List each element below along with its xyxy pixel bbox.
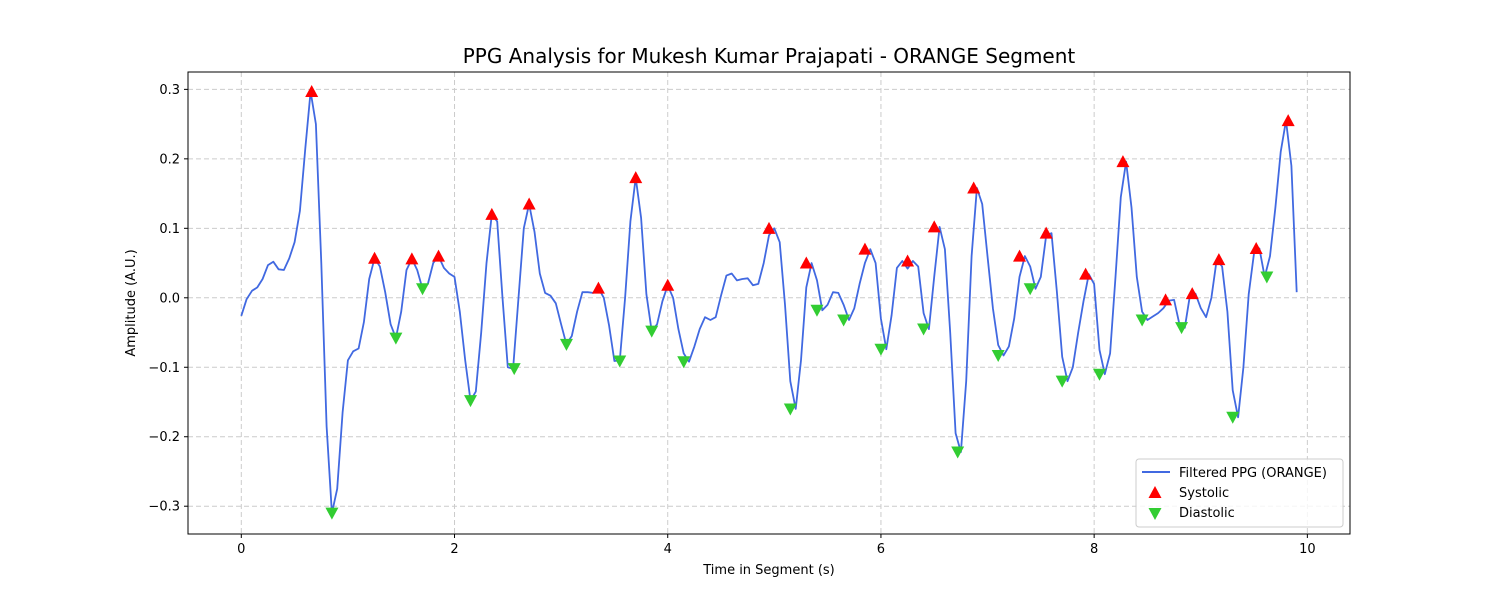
systolic-marker bbox=[485, 207, 499, 220]
x-ticks: 0 2 4 6 8 10 bbox=[237, 534, 1316, 557]
systolic-marker bbox=[1039, 226, 1053, 239]
diastolic-marker bbox=[507, 363, 521, 376]
y-tick-label: −0.3 bbox=[148, 500, 180, 515]
diastolic-marker bbox=[917, 323, 931, 336]
y-tick-label: 0.1 bbox=[159, 222, 180, 237]
x-tick-label: 0 bbox=[237, 542, 245, 557]
diastolic-marker bbox=[837, 314, 851, 327]
x-tick-label: 8 bbox=[1090, 542, 1098, 557]
systolic-marker bbox=[927, 220, 941, 233]
systolic-marker bbox=[661, 278, 675, 291]
diastolic-marker bbox=[613, 355, 627, 368]
series-markers bbox=[305, 84, 1295, 520]
diastolic-marker bbox=[1175, 322, 1189, 335]
systolic-marker bbox=[591, 281, 605, 294]
systolic-marker bbox=[629, 171, 643, 184]
systolic-marker bbox=[1116, 155, 1130, 168]
x-tick-label: 6 bbox=[877, 542, 885, 557]
legend-label-line: Filtered PPG (ORANGE) bbox=[1179, 466, 1327, 481]
diastolic-marker bbox=[1023, 283, 1037, 296]
chart-title: PPG Analysis for Mukesh Kumar Prajapati … bbox=[463, 44, 1076, 68]
ppg-line bbox=[240, 90, 1298, 515]
y-tick-label: 0.2 bbox=[159, 152, 180, 167]
systolic-marker bbox=[799, 256, 813, 269]
diastolic-marker bbox=[991, 349, 1005, 362]
legend-systolic-swatch bbox=[1148, 486, 1162, 498]
diastolic-marker bbox=[1260, 271, 1274, 284]
diastolic-marker bbox=[416, 283, 430, 296]
systolic-marker bbox=[1185, 287, 1199, 300]
systolic-marker bbox=[1212, 253, 1226, 266]
systolic-marker bbox=[967, 181, 981, 194]
legend-label-systolic: Systolic bbox=[1179, 486, 1229, 501]
systolic-marker bbox=[305, 84, 319, 97]
diastolic-marker bbox=[783, 403, 797, 416]
x-tick-label: 4 bbox=[664, 542, 672, 557]
series-line bbox=[240, 90, 1298, 515]
diastolic-marker bbox=[1092, 368, 1106, 381]
diastolic-marker bbox=[951, 446, 965, 459]
y-tick-label: −0.1 bbox=[148, 361, 180, 376]
systolic-marker bbox=[522, 197, 536, 210]
diastolic-marker bbox=[874, 343, 888, 356]
legend-label-diastolic: Diastolic bbox=[1179, 506, 1235, 521]
diastolic-marker bbox=[677, 356, 691, 369]
systolic-marker bbox=[405, 252, 419, 265]
systolic-marker bbox=[762, 221, 776, 234]
systolic-marker bbox=[901, 254, 915, 267]
systolic-marker bbox=[432, 249, 446, 262]
y-axis-label: Amplitude (A.U.) bbox=[124, 249, 139, 356]
systolic-marker bbox=[1159, 293, 1173, 306]
plot-frame bbox=[187, 71, 1351, 535]
legend-diastolic-swatch bbox=[1148, 508, 1162, 520]
systolic-marker bbox=[368, 251, 382, 264]
diastolic-marker bbox=[389, 332, 403, 345]
x-tick-label: 10 bbox=[1299, 542, 1316, 557]
diastolic-marker bbox=[1055, 375, 1069, 388]
diastolic-marker bbox=[1226, 411, 1240, 424]
y-tick-label: 0.3 bbox=[159, 83, 180, 98]
systolic-marker bbox=[1249, 241, 1263, 254]
diastolic-marker bbox=[559, 338, 573, 351]
legend-box bbox=[1135, 458, 1344, 528]
x-tick-label: 2 bbox=[450, 542, 458, 557]
legend: Filtered PPG (ORANGE) Systolic Diastolic bbox=[1135, 458, 1344, 528]
systolic-marker bbox=[1079, 267, 1093, 280]
systolic-marker bbox=[1281, 114, 1295, 127]
systolic-marker bbox=[1013, 249, 1027, 262]
diastolic-marker bbox=[645, 325, 659, 338]
y-tick-label: −0.2 bbox=[148, 430, 180, 445]
diastolic-marker bbox=[1135, 314, 1149, 327]
y-tick-label: 0.0 bbox=[159, 291, 180, 306]
diastolic-marker bbox=[325, 507, 339, 520]
x-axis-label: Time in Segment (s) bbox=[702, 563, 834, 578]
systolic-marker bbox=[858, 242, 872, 255]
diastolic-marker bbox=[464, 395, 478, 408]
y-ticks: −0.3 −0.2 −0.1 0.0 0.1 0.2 0.3 bbox=[148, 83, 188, 515]
diastolic-marker bbox=[810, 304, 824, 317]
